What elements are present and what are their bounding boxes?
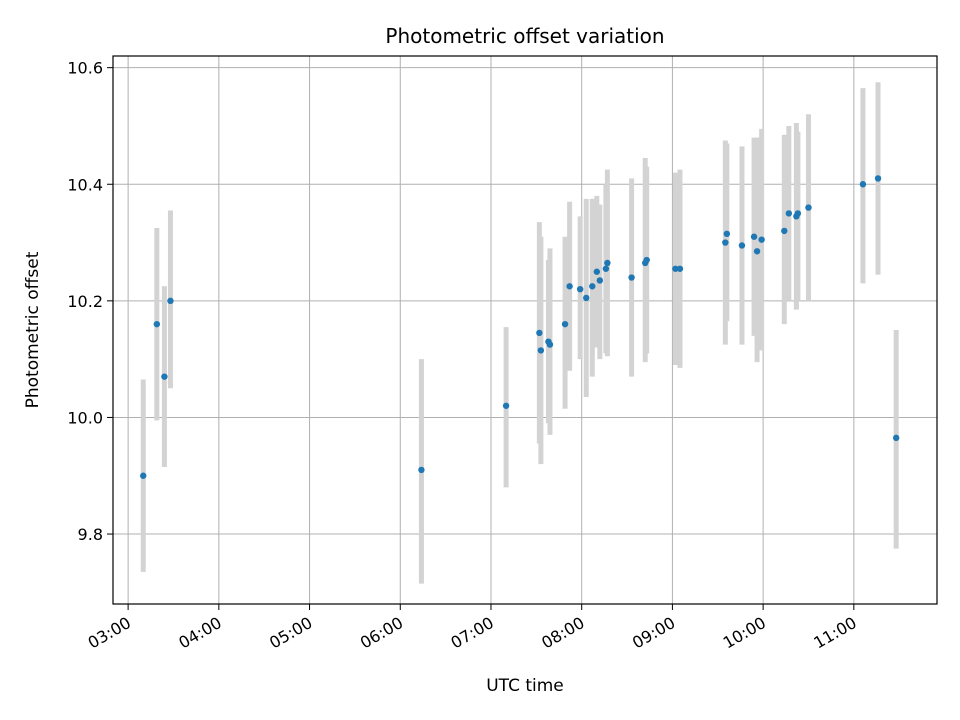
- grid-lines: [113, 56, 937, 604]
- data-point: [643, 256, 650, 264]
- data-point: [593, 268, 601, 275]
- y-tick-label: 9.8: [78, 525, 103, 544]
- error-bars: [140, 82, 899, 584]
- data-point: [589, 283, 596, 290]
- data-point: [536, 329, 543, 337]
- data-markers: [140, 175, 900, 479]
- data-point: [758, 236, 765, 243]
- data-point: [785, 210, 793, 217]
- x-tick-label: 08:00: [538, 613, 587, 653]
- x-tick-label: 07:00: [448, 613, 497, 653]
- data-point: [628, 274, 635, 281]
- x-tick-label: 03:00: [85, 613, 134, 653]
- data-point: [750, 233, 758, 240]
- x-tick-label: 11:00: [810, 613, 859, 653]
- data-point: [722, 239, 729, 246]
- data-point: [723, 230, 731, 238]
- x-tick-label: 05:00: [266, 613, 315, 653]
- y-tick-label: 10.0: [67, 408, 103, 427]
- chart-title: Photometric offset variation: [385, 24, 664, 48]
- data-point: [161, 373, 168, 380]
- y-tick-label: 10.2: [67, 292, 103, 311]
- data-point: [753, 248, 761, 255]
- data-point: [738, 242, 746, 249]
- y-tick-label: 10.4: [67, 175, 103, 194]
- x-tick-label: 10:00: [720, 613, 769, 653]
- data-point: [576, 285, 584, 293]
- data-point: [874, 175, 882, 182]
- x-tick-label: 06:00: [357, 613, 406, 653]
- data-point: [805, 204, 812, 211]
- data-point: [537, 347, 545, 354]
- data-point: [672, 265, 679, 272]
- y-axis: 9.8 10.0 10.2 10.4 10.6: [67, 59, 113, 544]
- data-point: [153, 320, 161, 328]
- data-point: [602, 265, 610, 272]
- data-point: [676, 265, 684, 272]
- data-point: [892, 434, 900, 442]
- data-point: [167, 297, 174, 305]
- data-point: [546, 341, 554, 348]
- data-point: [566, 283, 573, 290]
- plot-frame: [112, 55, 938, 605]
- data-point: [561, 320, 569, 328]
- data-point: [502, 402, 510, 409]
- data-point: [418, 466, 425, 474]
- x-axis: 03:00 04:00 05:00 06:00 07:00 08:00 09:00 10:00…: [85, 604, 860, 653]
- data-point: [596, 277, 604, 284]
- data-point: [604, 259, 611, 267]
- y-axis-label: Photometric offset: [23, 251, 43, 408]
- y-tick-label: 10.6: [67, 59, 103, 78]
- data-point: [794, 210, 802, 217]
- data-point: [140, 472, 147, 479]
- data-point: [583, 294, 590, 302]
- data-point: [781, 227, 788, 235]
- x-tick-label: 04:00: [175, 613, 224, 653]
- x-tick-label: 09:00: [629, 613, 678, 653]
- x-axis-label: UTC time: [486, 676, 564, 696]
- data-point: [859, 181, 867, 188]
